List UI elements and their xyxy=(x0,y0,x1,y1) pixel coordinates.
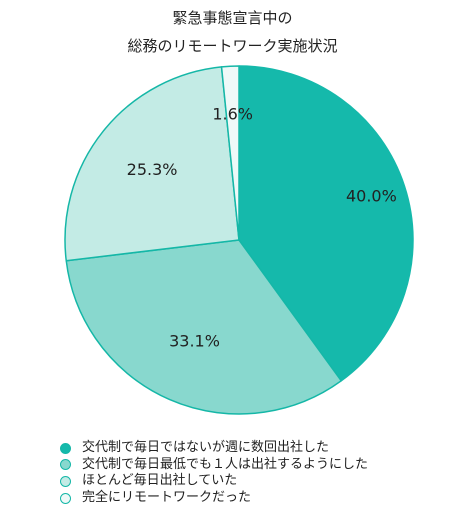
pie-slice-4 xyxy=(220,65,240,241)
chart-title-line-1: 緊急事態宣言中の xyxy=(172,9,293,27)
pie-slice-label-4: 1.6% xyxy=(212,104,253,123)
pie-slice-label-1: 40.0% xyxy=(346,187,397,206)
legend-item-2: 交代制で毎日最低でも１人は出社するようにした xyxy=(60,457,368,474)
pie-slice-label-2: 33.1% xyxy=(169,332,220,351)
legend-item-1: 交代制で毎日ではないが週に数回出社した xyxy=(60,440,368,457)
legend-label-2: 交代制で毎日最低でも１人は出社するようにした xyxy=(82,456,369,472)
legend-item-3: ほとんど毎日出社していた xyxy=(60,473,368,490)
pie-slice-3 xyxy=(64,66,240,262)
legend-swatch-2 xyxy=(60,459,71,471)
legend-swatch-4 xyxy=(60,492,71,504)
pie-slice-2 xyxy=(65,239,343,415)
legend-item-4: 完全にリモートワークだった xyxy=(60,490,368,507)
chart-title-line-2: 総務のリモートワーク実施状況 xyxy=(127,37,338,55)
legend-swatch-1 xyxy=(60,442,71,454)
legend-swatch-3 xyxy=(60,475,71,487)
pie-slice-label-3: 25.3% xyxy=(127,160,178,179)
legend-label-1: 交代制で毎日ではないが週に数回出社した xyxy=(82,440,330,455)
legend-label-4: 完全にリモートワークだった xyxy=(82,489,252,505)
pie-slice-1 xyxy=(238,65,414,382)
legend-label-3: ほとんど毎日出社していた xyxy=(82,473,238,489)
chart-legend: 交代制で毎日ではないが週に数回出社した 交代制で毎日最低でも１人は出社するように… xyxy=(60,440,368,506)
